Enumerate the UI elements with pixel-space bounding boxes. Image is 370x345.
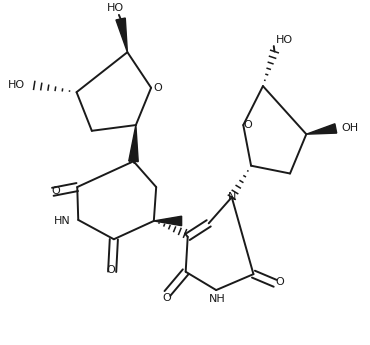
Text: O: O [154,83,162,93]
Text: HO: HO [8,80,25,90]
Polygon shape [116,18,127,52]
Text: HO: HO [107,3,124,13]
Polygon shape [129,125,138,161]
Text: NH: NH [209,294,226,304]
Text: HN: HN [54,216,71,226]
Polygon shape [306,124,337,134]
Text: O: O [276,277,285,287]
Text: O: O [243,120,252,130]
Text: N: N [128,156,137,166]
Text: N: N [228,192,236,202]
Text: O: O [162,293,171,303]
Text: O: O [51,186,60,196]
Text: OH: OH [341,124,358,134]
Text: HO: HO [276,36,293,46]
Polygon shape [154,216,182,226]
Text: O: O [106,265,115,275]
